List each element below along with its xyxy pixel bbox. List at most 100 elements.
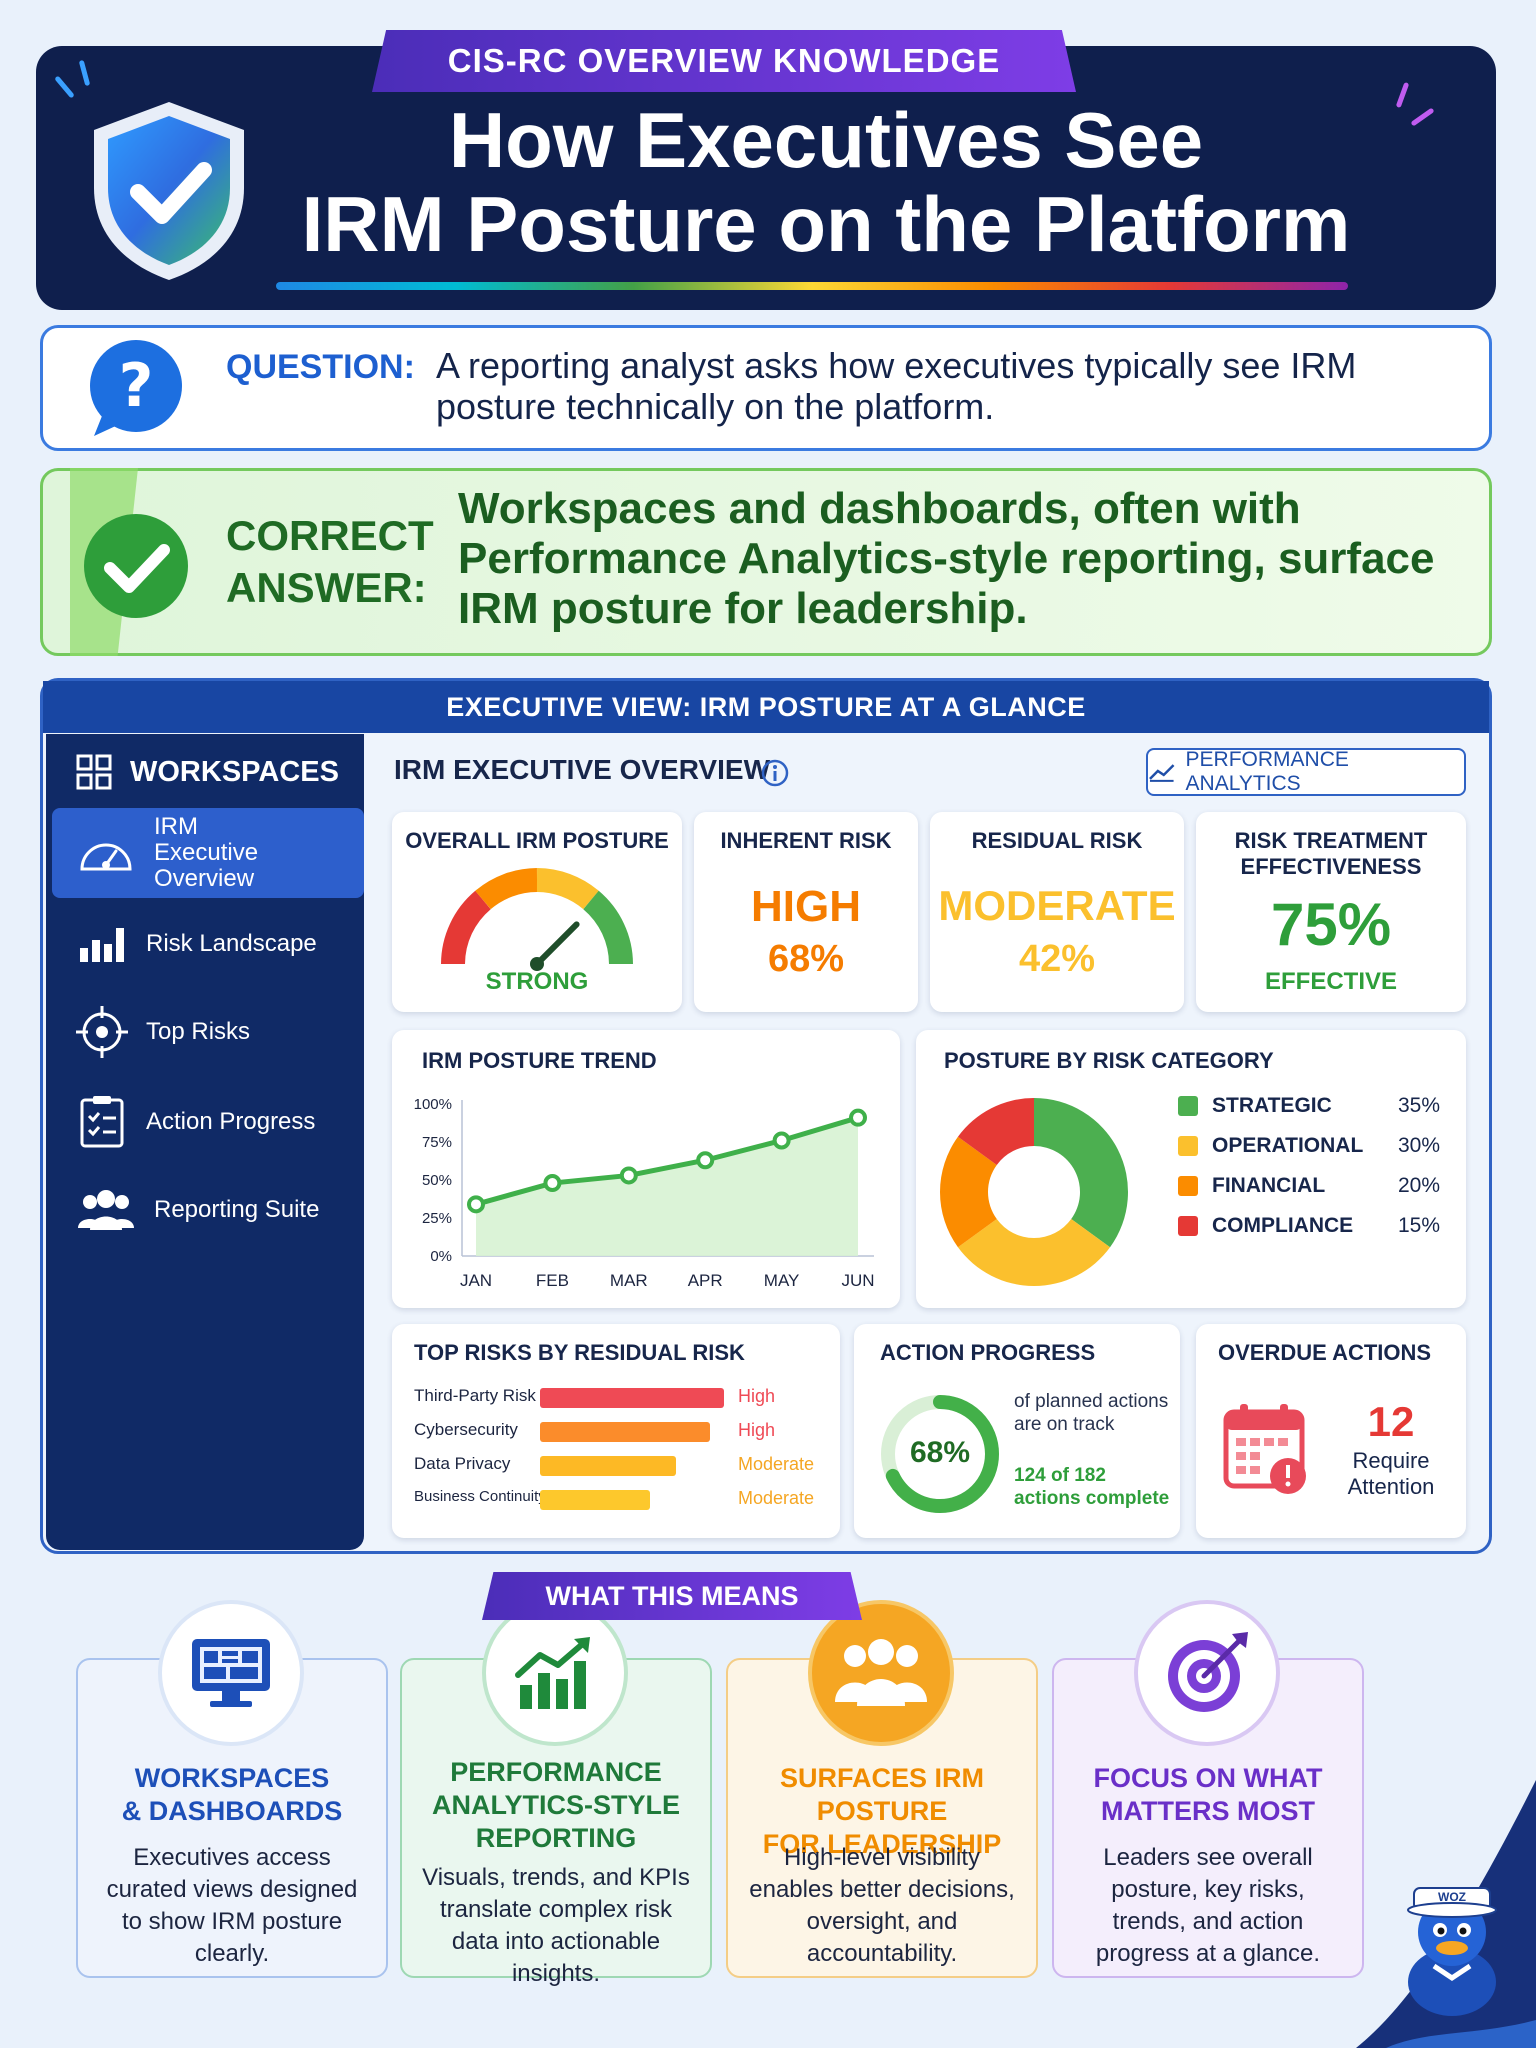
kpi-percent: 42% (1018, 938, 1096, 980)
duck-mascot-icon (1407, 1887, 1497, 2016)
question-box (40, 325, 1492, 451)
x-tick-label: FEB (536, 1271, 569, 1290)
meaning-title-line-1: SURFACES IRM POSTURE (779, 1763, 985, 1826)
progress-count-line-2: actions complete (1014, 1488, 1170, 1509)
posture-gauge (441, 868, 633, 971)
meaning-title-line-1: FOCUS ON WHAT (1093, 1763, 1323, 1793)
action-progress-title: ACTION PROGRESS (880, 1340, 1096, 1365)
meaning-title-line-2: & DASHBOARDS (121, 1796, 343, 1826)
trend-line (475, 1115, 859, 1207)
meaning-title-line-3: REPORTING (475, 1823, 637, 1853)
meaning-title-line-2: MATTERS MOST (1101, 1796, 1315, 1826)
page-title: How Executives See IRM Posture on the Pl… (36, 98, 1496, 266)
overdue-card: OVERDUE ACTIONS 12 Require Attention (1196, 1324, 1466, 1538)
mascot-hat-badge: WOZ (1438, 1890, 1466, 1904)
meaning-title-line-1: PERFORMANCE (450, 1757, 662, 1787)
sidebar-item-label: Action Progress (146, 1108, 316, 1135)
legend-item: COMPLIANCE 15% (1178, 1214, 1440, 1238)
progress-note-line-2: are on track (1014, 1414, 1115, 1435)
answer-box (40, 468, 1492, 656)
kpi-title-line-2: EFFECTIVENESS (1240, 854, 1422, 879)
trend-line-icon (1149, 764, 1175, 782)
risk-name: Third-Party Risk (414, 1386, 536, 1405)
meaning-body: Executives access curated views designed… (106, 1844, 358, 1967)
overdue-title: OVERDUE ACTIONS (1218, 1340, 1432, 1365)
answer-label-line-1: CORRECT (226, 512, 434, 559)
sidebar-item-irm-executive-overview[interactable]: IRM Executive Overview (52, 808, 364, 898)
overview-title: IRM EXECUTIVE OVERVIEW (394, 754, 770, 785)
kpi-percent: 75% (1270, 891, 1392, 958)
trend-chart: 100% 75% 50% 25% 0% JAN FEB MAR APR MAY JUN (414, 1096, 875, 1290)
legend-value: 20% (1397, 1174, 1440, 1197)
sidebar-item-reporting-suite[interactable]: Reporting Suite (46, 1182, 364, 1238)
legend-label: COMPLIANCE (1212, 1214, 1354, 1237)
kpi-treatment-effectiveness: RISK TREATMENT EFFECTIVENESS 75% EFFECTI… (1196, 812, 1466, 1012)
donut-slice (940, 1136, 997, 1248)
action-progress-card: ACTION PROGRESS 68% of planned actions a… (854, 1324, 1180, 1538)
overdue-label-line-1: Require (1352, 1448, 1430, 1473)
kpi-title: INHERENT RISK (720, 828, 892, 853)
kpi-title: RESIDUAL RISK (971, 828, 1143, 853)
title-line-2: IRM Posture on the Platform (301, 180, 1351, 268)
trend-point (619, 1166, 638, 1185)
overdue-count: 12 (1367, 1398, 1415, 1445)
info-icon[interactable] (760, 758, 790, 788)
risk-name: Data Privacy (414, 1454, 511, 1473)
legend-label: OPERATIONAL (1212, 1134, 1364, 1157)
top-risks-title: TOP RISKS BY RESIDUAL RISK (414, 1340, 745, 1365)
rainbow-underline (276, 282, 1348, 290)
kpi-residual-risk: RESIDUAL RISK MODERATE 42% (930, 812, 1184, 1012)
progress-count-line-1: 124 of 182 (1014, 1465, 1106, 1486)
meaning-body: Leaders see overall posture, key risks, … (1095, 1844, 1321, 1967)
risk-level: Moderate (738, 1454, 815, 1474)
kicker-label: CIS-RC OVERVIEW KNOWLEDGE (372, 30, 1076, 92)
overdue-label-line-2: Attention (1347, 1474, 1435, 1499)
legend-item: STRATEGIC 35% (1178, 1094, 1440, 1118)
legend-value: 35% (1397, 1094, 1440, 1117)
question-label: QUESTION: (226, 348, 415, 386)
progress-note: of planned actions are on track (1014, 1390, 1168, 1436)
y-tick-label: 50% (422, 1172, 452, 1189)
meaning-title: SURFACES IRM POSTURE FOR LEADERSHIP (726, 1762, 1038, 1861)
category-donut-chart (940, 1098, 1128, 1286)
progress-ring (881, 1395, 999, 1513)
kpi-label: EFFECTIVE (1264, 968, 1397, 995)
meaning-body: High-level visibility enables better dec… (749, 1844, 1015, 1967)
trend-area (476, 1117, 858, 1256)
kpi-percent: 68% (767, 938, 845, 980)
kpi-title: OVERALL IRM POSTURE (405, 828, 669, 853)
trend-point (543, 1174, 562, 1193)
sidebar-item-label: Reporting Suite (154, 1196, 320, 1223)
progress-percent: 68% (909, 1436, 971, 1469)
answer-label: CORRECT ANSWER: (226, 510, 434, 614)
legend-swatch (1178, 1096, 1198, 1116)
risk-bar (540, 1490, 650, 1510)
performance-analytics-button[interactable]: PERFORMANCE ANALYTICS (1146, 748, 1466, 796)
legend-value: 30% (1397, 1134, 1440, 1157)
progress-note-line-1: of planned actions (1014, 1391, 1169, 1412)
legend-swatch (1178, 1216, 1198, 1236)
gauge-needle (534, 921, 580, 967)
x-tick-label: APR (688, 1271, 723, 1290)
leadership-group-icon (808, 1600, 954, 1746)
meaning-title: PERFORMANCE ANALYTICS-STYLE REPORTING (400, 1756, 712, 1855)
kpi-title: RISK TREATMENT EFFECTIVENESS (1196, 828, 1466, 880)
risk-bar (540, 1456, 676, 1476)
bullseye-target-icon (1134, 1600, 1280, 1746)
trend-card: IRM POSTURE TREND 100% 75% 50% 25% 0% JAN FEB M… (392, 1030, 900, 1308)
risk-bar (540, 1422, 710, 1442)
people-group-icon (78, 1190, 134, 1230)
category-card: POSTURE BY RISK CATEGORY STRATEGIC 35% OPE… (916, 1030, 1466, 1308)
meaning-title-line-2: FOR LEADERSHIP (762, 1829, 1002, 1859)
sidebar-item-action-progress[interactable]: Action Progress (46, 1092, 364, 1152)
y-tick-label: 0% (430, 1248, 452, 1265)
sidebar-item-top-risks[interactable]: Top Risks (46, 1004, 364, 1060)
donut-slice (1034, 1098, 1128, 1248)
answer-text: Workspaces and dashboards, often with Pe… (458, 484, 1435, 633)
sidebar-item-risk-landscape[interactable]: Risk Landscape (46, 916, 364, 972)
title-line-1: How Executives See (448, 96, 1204, 184)
gauge-icon (80, 843, 132, 871)
x-tick-label: JUN (841, 1271, 874, 1290)
svg-text:?: ? (119, 351, 154, 421)
sidebar-heading-label: WORKSPACES (130, 755, 339, 788)
